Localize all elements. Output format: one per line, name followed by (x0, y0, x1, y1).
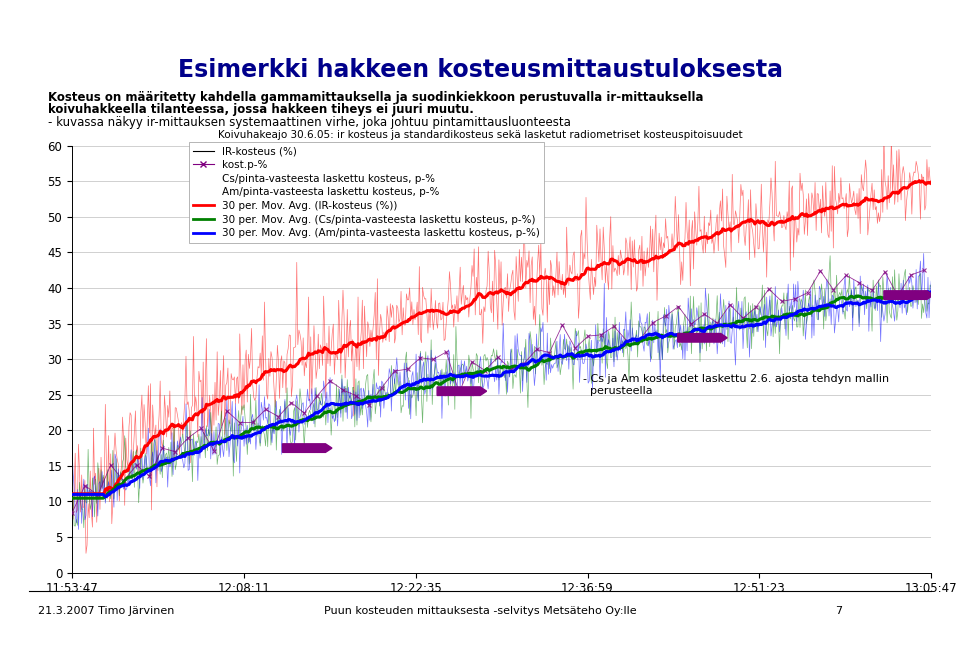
Text: - kuvassa näkyy ir-mittauksen systemaattinen virhe, joka johtuu pintamittausluon: - kuvassa näkyy ir-mittauksen systemaatt… (48, 116, 571, 129)
Text: koivuhakkeella tilanteessa, jossa hakkeen tiheys ei juuri muutu.: koivuhakkeella tilanteessa, jossa hakkee… (48, 103, 474, 116)
FancyArrow shape (884, 291, 933, 299)
Text: Metsäteho Oy: Metsäteho Oy (701, 13, 779, 23)
Text: 21.3.2007 Timo Järvinen: 21.3.2007 Timo Järvinen (38, 606, 175, 616)
FancyArrow shape (678, 334, 727, 342)
Text: Koivuhakeajo 30.6.05: ir kosteus ja standardikosteus sekä lasketut radiometriset: Koivuhakeajo 30.6.05: ir kosteus ja stan… (218, 130, 742, 140)
Text: Puun kosteuden mittauksesta -selvitys Metsäteho Oy:lle: Puun kosteuden mittauksesta -selvitys Me… (324, 606, 636, 616)
FancyArrow shape (437, 387, 487, 395)
Text: Esimerkki hakkeen kosteusmittaustuloksesta: Esimerkki hakkeen kosteusmittaustulokses… (178, 58, 782, 81)
Text: ✓VTT: ✓VTT (777, 619, 844, 639)
Text: 7: 7 (835, 606, 842, 616)
Text: Kosteus on määritetty kahdella gammamittauksella ja suodinkiekkoon perustuvalla : Kosteus on määritetty kahdella gammamitt… (48, 91, 704, 104)
FancyArrow shape (282, 444, 332, 452)
Text: - Cs ja Am kosteudet laskettu 2.6. ajosta tehdyn mallin
  perusteella: - Cs ja Am kosteudet laskettu 2.6. ajost… (584, 374, 889, 396)
Legend: IR-kosteus (%), kost.p-%, Cs/pinta-vasteesta laskettu kosteus, p-%, Am/pinta-vas: IR-kosteus (%), kost.p-%, Cs/pinta-vaste… (189, 142, 544, 242)
Text: Tuloskalvosarja: Tuloskalvosarja (815, 12, 918, 24)
